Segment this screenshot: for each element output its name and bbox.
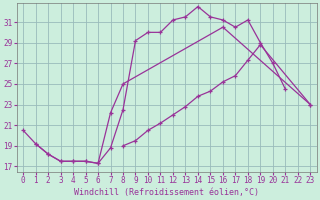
X-axis label: Windchill (Refroidissement éolien,°C): Windchill (Refroidissement éolien,°C) (74, 188, 259, 197)
